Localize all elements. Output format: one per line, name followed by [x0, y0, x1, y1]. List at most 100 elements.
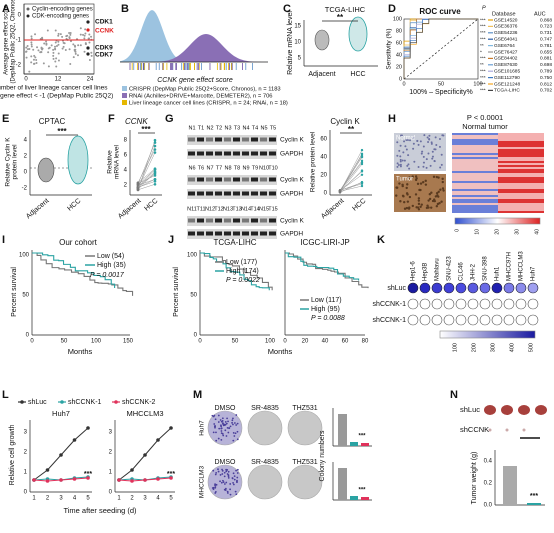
dot [430, 141, 433, 144]
label: *** [480, 24, 486, 30]
label: *** [480, 81, 486, 87]
heat-cell [452, 167, 498, 169]
heat-cell [452, 139, 498, 141]
heat-cell [452, 165, 498, 167]
dot [47, 47, 50, 50]
dot [419, 140, 422, 143]
label: T11 [196, 206, 205, 212]
label: ** [480, 43, 484, 49]
dot [86, 20, 90, 24]
label: High (35) [97, 262, 126, 269]
band [215, 231, 222, 236]
label: 4 [73, 496, 77, 502]
dot [418, 188, 421, 192]
heat-cell [452, 135, 498, 137]
axis-line [339, 185, 363, 192]
label: GSE84402 [494, 56, 518, 62]
dot [68, 48, 71, 51]
label: ** [480, 62, 484, 68]
label: shCCNK-1 [68, 399, 102, 406]
label: 20 [396, 64, 402, 70]
label: GSE76427 [494, 49, 518, 55]
label: Sensitivity (%) [386, 28, 393, 69]
dot [61, 35, 64, 38]
well [247, 410, 283, 446]
dot [90, 51, 93, 54]
heat-cell [452, 151, 498, 153]
dot [403, 140, 406, 143]
dot [217, 437, 220, 440]
dot [223, 483, 226, 485]
label: HCC [143, 198, 159, 213]
heat-cell [498, 179, 544, 181]
dot [432, 175, 436, 179]
dot [25, 50, 28, 53]
dot [88, 59, 91, 62]
dot [57, 59, 60, 62]
dot [215, 483, 218, 486]
label: Months [268, 347, 293, 356]
label: 40 [320, 155, 327, 161]
label: 200 [471, 343, 477, 352]
dot [153, 170, 157, 174]
label: shLuc [460, 405, 480, 414]
band [188, 151, 195, 156]
dot [227, 470, 230, 473]
label: Huh7 [52, 409, 70, 418]
label: 1 [32, 496, 36, 502]
label: shLuc [387, 285, 406, 292]
dot [426, 136, 429, 139]
band [206, 218, 213, 223]
label: CDK1 [95, 19, 113, 26]
label: TCGA-LIHC [213, 238, 256, 247]
label: Number of liver lineage cancer cell line… [0, 85, 108, 92]
label: *** [480, 88, 486, 94]
heat-cell [498, 181, 544, 183]
dot [412, 142, 415, 145]
dot [396, 154, 399, 157]
viability-dot [455, 282, 467, 294]
dot [360, 181, 364, 184]
label: T7 [216, 165, 222, 171]
band [197, 231, 204, 236]
viability-dot [443, 298, 455, 310]
panel-label: C [283, 3, 291, 15]
dot [79, 44, 82, 47]
viability-dot [503, 298, 515, 310]
heat-cell [498, 153, 544, 155]
dot [233, 422, 236, 424]
axis-line [339, 163, 363, 193]
label: GAPDH [280, 191, 303, 198]
label: *** [480, 36, 486, 42]
dot [398, 149, 401, 152]
dot [427, 152, 430, 155]
band [269, 191, 276, 196]
dot [57, 34, 60, 37]
dot [229, 493, 232, 496]
dot [227, 431, 230, 434]
dot [57, 52, 60, 55]
heat-cell [498, 135, 544, 137]
label: 100 [473, 81, 482, 87]
dot [231, 421, 233, 424]
axis-line [137, 145, 156, 189]
dot [424, 179, 427, 183]
dot [212, 488, 215, 491]
dot [153, 148, 157, 151]
label: 5 [86, 496, 90, 502]
dot [32, 58, 35, 61]
label: 0.881 [540, 56, 552, 62]
dot [360, 184, 364, 188]
axis-line [137, 179, 156, 186]
dot [229, 483, 232, 485]
dot [64, 49, 67, 52]
dot [52, 51, 55, 54]
label: 0.812 [540, 81, 552, 87]
label: T4 [252, 125, 258, 131]
label: 100 [19, 253, 30, 259]
label: -2 [16, 63, 22, 69]
band [215, 191, 222, 196]
heat-cell [452, 175, 498, 177]
label: 0 [194, 333, 198, 339]
label: GSE54236 [494, 30, 518, 36]
